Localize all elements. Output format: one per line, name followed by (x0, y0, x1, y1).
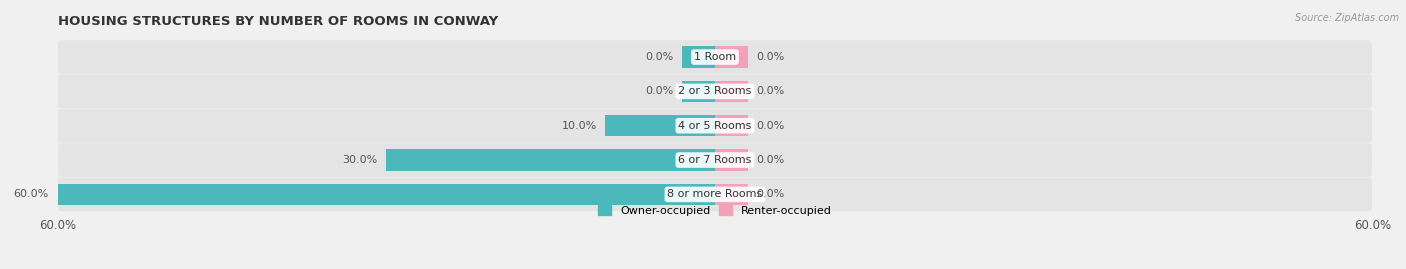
Text: 0.0%: 0.0% (645, 52, 673, 62)
Text: 1 Room: 1 Room (695, 52, 735, 62)
Text: 0.0%: 0.0% (756, 52, 785, 62)
Text: 0.0%: 0.0% (756, 189, 785, 199)
Bar (682, 46, 716, 68)
Bar (716, 46, 748, 68)
Text: 0.0%: 0.0% (756, 121, 785, 131)
Text: 60.0%: 60.0% (14, 189, 49, 199)
FancyBboxPatch shape (58, 109, 1372, 143)
FancyBboxPatch shape (58, 143, 1372, 177)
Bar (606, 115, 716, 136)
Text: 0.0%: 0.0% (756, 155, 785, 165)
Text: 2 or 3 Rooms: 2 or 3 Rooms (678, 86, 752, 96)
Bar (716, 149, 748, 171)
Bar (682, 81, 716, 102)
Legend: Owner-occupied, Renter-occupied: Owner-occupied, Renter-occupied (593, 201, 837, 220)
Text: 4 or 5 Rooms: 4 or 5 Rooms (678, 121, 752, 131)
Text: 0.0%: 0.0% (645, 86, 673, 96)
Bar (387, 149, 716, 171)
Text: 6 or 7 Rooms: 6 or 7 Rooms (678, 155, 752, 165)
Text: 8 or more Rooms: 8 or more Rooms (668, 189, 762, 199)
Text: Source: ZipAtlas.com: Source: ZipAtlas.com (1295, 13, 1399, 23)
Bar (716, 81, 748, 102)
FancyBboxPatch shape (58, 75, 1372, 108)
Bar (716, 115, 748, 136)
Text: HOUSING STRUCTURES BY NUMBER OF ROOMS IN CONWAY: HOUSING STRUCTURES BY NUMBER OF ROOMS IN… (58, 15, 498, 28)
Bar (716, 184, 748, 205)
FancyBboxPatch shape (58, 178, 1372, 211)
Text: 30.0%: 30.0% (342, 155, 377, 165)
Text: 0.0%: 0.0% (756, 86, 785, 96)
Text: 10.0%: 10.0% (561, 121, 596, 131)
Bar (58, 184, 716, 205)
FancyBboxPatch shape (58, 40, 1372, 74)
